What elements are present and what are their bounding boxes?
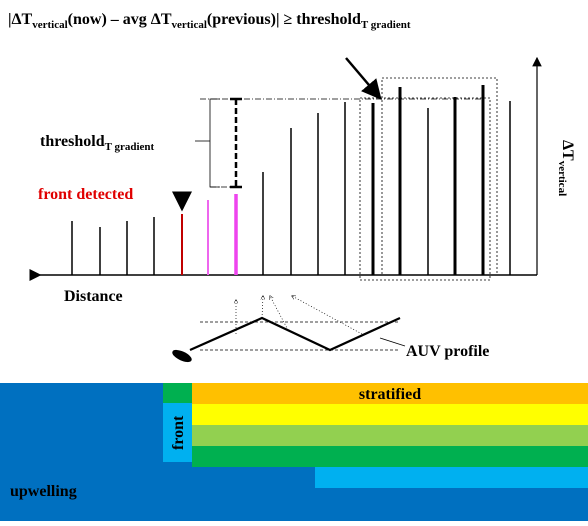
bars xyxy=(29,56,542,281)
text-part: threshold xyxy=(40,133,105,150)
text-part: |ΔT xyxy=(8,11,33,28)
front-detected-label: front detected xyxy=(38,186,133,203)
text-part: vertical xyxy=(32,19,67,31)
water-layers xyxy=(0,383,588,521)
pointer-arrow xyxy=(345,57,382,100)
delta-t-axis-label: ΔTvertical xyxy=(556,140,576,196)
auv-profile-label: AUV profile xyxy=(406,343,489,360)
text-part: (now) – avg ΔT xyxy=(68,11,172,28)
auv-profile xyxy=(172,296,406,363)
text-part: ΔT xyxy=(559,140,576,161)
text-part: vertical xyxy=(556,161,568,196)
text-part: vertical xyxy=(171,19,206,31)
formula: |ΔTvertical(now) – avg ΔTvertical(previo… xyxy=(8,11,411,31)
text-part: T gradient xyxy=(105,141,155,153)
front-label: front xyxy=(170,415,187,450)
stratified-label: stratified xyxy=(359,386,421,403)
threshold-guides xyxy=(172,77,498,281)
upwelling-label: upwelling xyxy=(10,483,77,500)
text-part: (previous)| ≥ threshold xyxy=(207,11,361,28)
text-part: T gradient xyxy=(361,19,411,31)
distance-label: Distance xyxy=(64,288,123,305)
threshold-label: thresholdT gradient xyxy=(40,133,155,153)
